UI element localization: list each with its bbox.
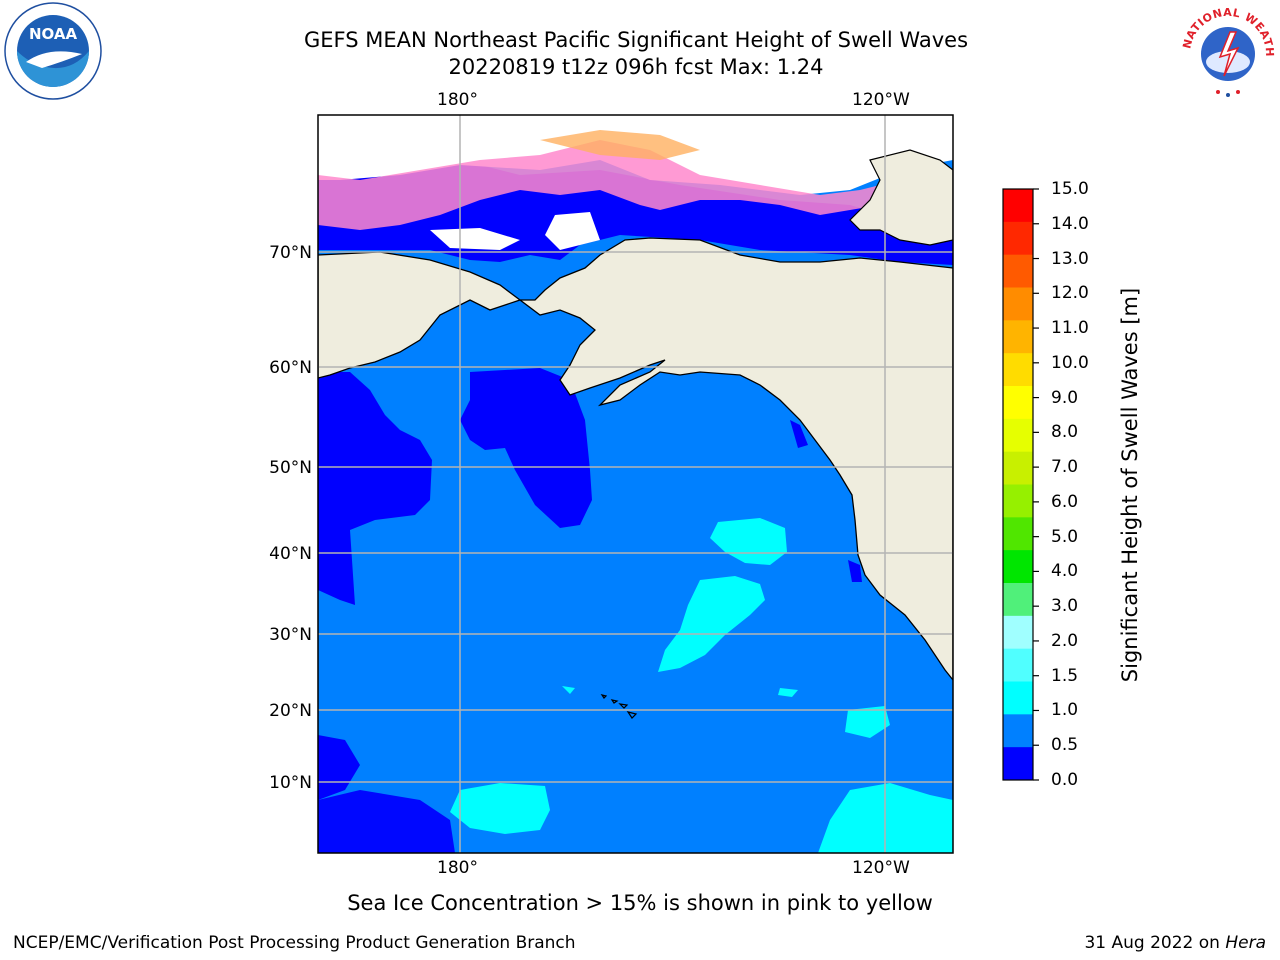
colorbar-tick-label: 15.0 — [1051, 179, 1089, 199]
colorbar-segment — [1003, 714, 1033, 748]
colorbar-tick-label: 0.0 — [1051, 770, 1079, 790]
low-swell-region-baja — [848, 560, 862, 582]
colorbar-tick-label: 4.0 — [1051, 561, 1079, 582]
colorbar-segment — [1003, 418, 1033, 453]
land-mass — [318, 237, 953, 682]
colorbar-tick-label: 2.0 — [1051, 630, 1079, 651]
swell-region-1-5m-c — [450, 783, 550, 834]
colorbar-segment — [1003, 189, 1033, 223]
low-swell-region-west — [318, 372, 432, 605]
low-swell-region-bc — [790, 420, 808, 448]
sea-ice-caption: Sea Ice Concentration > 15% is shown in … — [347, 891, 933, 915]
lon-label-top-180: 180° — [437, 90, 478, 110]
map-graticule — [318, 115, 953, 853]
colorbar-segment — [1003, 747, 1033, 781]
footer-machine: Hera — [1225, 933, 1266, 953]
colorbar-segment — [1003, 615, 1033, 650]
colorbar-segment — [1003, 221, 1033, 256]
colorbar-segment — [1003, 517, 1033, 551]
colorbar-segment — [1003, 287, 1033, 321]
colorbar-title: Significant Height of Swell Waves [m] — [1118, 287, 1142, 683]
footer-branch: NCEP/EMC/Verification Post Processing Pr… — [13, 933, 576, 953]
colorbar-tick-label: 8.0 — [1051, 422, 1079, 443]
colorbar-tick-label: 1.5 — [1051, 665, 1079, 686]
colorbar-tick-label: 7.0 — [1051, 457, 1079, 478]
colorbar-tick-label: 13.0 — [1051, 248, 1089, 269]
colorbar-tick-label: 3.0 — [1051, 596, 1079, 617]
colorbar-segment — [1003, 648, 1033, 682]
hawaii-islands — [600, 694, 638, 719]
chart-subtitle: 20220819 t12z 096h fcst Max: 1.24 — [448, 55, 824, 79]
colorbar-segment — [1003, 681, 1033, 715]
lat-label-60n: 60°N — [269, 358, 312, 378]
low-swell-region-sw — [318, 735, 360, 800]
colorbar-tick-label: 6.0 — [1051, 491, 1079, 512]
colorbar-segment — [1003, 550, 1033, 584]
low-swell-region-south — [318, 790, 455, 853]
footer-date-text: 31 Aug 2022 on — [1084, 933, 1220, 953]
lat-label-40n: 40°N — [269, 544, 312, 564]
colorbar-segment — [1003, 353, 1033, 387]
colorbar-tick-label: 10.0 — [1051, 352, 1089, 373]
lat-label-50n: 50°N — [269, 458, 312, 478]
colorbar-segment — [1003, 583, 1033, 617]
colorbar-tick-label: 14.0 — [1051, 213, 1089, 234]
map-frame — [317, 114, 954, 854]
colorbar — [1003, 188, 1039, 781]
noaa-logo-icon: NOAA — [4, 2, 102, 100]
swell-region-1-5m-b — [658, 576, 765, 672]
colorbar-tick-label: 1.0 — [1051, 700, 1079, 721]
colorbar-segment — [1003, 320, 1033, 354]
chart-title: GEFS MEAN Northeast Pacific Significant … — [303, 28, 969, 52]
colorbar-tick-label: 5.0 — [1051, 526, 1079, 547]
footer-date: 31 Aug 2022 on Hera — [1084, 933, 1266, 953]
lat-label-10n: 10°N — [269, 773, 312, 793]
national-weather-service-logo-icon: NATIONAL WEATHER SERVICE — [1178, 2, 1278, 102]
colorbar-segment — [1003, 451, 1033, 485]
land-arctic-islands — [849, 149, 953, 246]
colorbar-tick-label: 11.0 — [1051, 318, 1089, 339]
lat-label-20n: 20°N — [269, 701, 312, 721]
low-swell-region-bering — [460, 368, 592, 528]
colorbar-segment — [1003, 484, 1033, 518]
colorbar-tick-label: 12.0 — [1051, 283, 1089, 304]
colorbar-segment — [1003, 254, 1033, 288]
colorbar-tick-label: 0.5 — [1051, 735, 1079, 756]
noaa-logo-text: NOAA — [29, 25, 78, 43]
lon-label-top-120w: 120°W — [852, 90, 910, 110]
lon-label-bottom-180: 180° — [437, 858, 478, 878]
swell-region-1-5m-e — [845, 706, 890, 738]
colorbar-segment — [1003, 386, 1033, 420]
lat-label-70n: 70°N — [269, 243, 312, 263]
lat-label-30n: 30°N — [269, 625, 312, 645]
lon-label-bottom-120w: 120°W — [852, 858, 910, 878]
colorbar-tick-label: 9.0 — [1051, 387, 1079, 408]
sea-ice-pink-region — [318, 140, 953, 230]
